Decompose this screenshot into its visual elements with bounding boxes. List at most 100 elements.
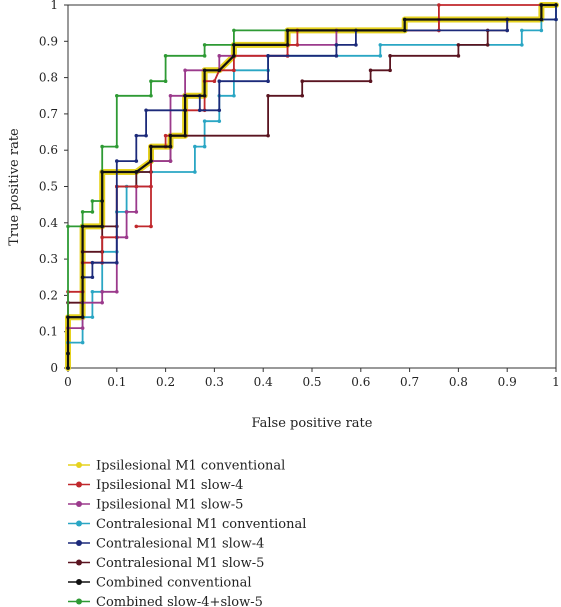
data-point xyxy=(134,184,139,189)
legend-item: Ipsilesional M1 slow-5 xyxy=(68,498,243,513)
legend-label: Contralesional M1 slow-5 xyxy=(96,556,264,571)
data-point xyxy=(100,224,104,229)
data-point xyxy=(149,159,153,163)
y-tick-label: 0.5 xyxy=(39,180,58,194)
data-point xyxy=(300,79,305,84)
x-tick-label: 0.3 xyxy=(205,375,224,389)
y-tick-label: 0.8 xyxy=(39,71,58,85)
data-point xyxy=(168,93,173,98)
data-point xyxy=(115,144,119,149)
legend-item: Ipsilesional M1 slow-4 xyxy=(68,478,243,493)
data-point xyxy=(539,3,544,7)
data-point xyxy=(115,93,119,98)
legend-label: Combined conventional xyxy=(96,576,251,591)
legend-item: Ipsilesional M1 conventional xyxy=(68,459,285,474)
data-point xyxy=(456,43,461,47)
data-point xyxy=(100,199,104,203)
data-point xyxy=(232,28,236,33)
data-point xyxy=(100,170,104,174)
x-tick-label: 0.5 xyxy=(302,375,321,389)
data-point xyxy=(168,159,173,163)
data-point xyxy=(100,235,104,240)
y-tick-label: 1 xyxy=(50,0,58,12)
data-point xyxy=(402,28,407,33)
data-point xyxy=(115,159,119,163)
data-point xyxy=(378,43,383,47)
data-point xyxy=(124,210,129,214)
data-point xyxy=(217,54,222,58)
data-point xyxy=(66,351,70,356)
data-point xyxy=(163,79,168,84)
data-point xyxy=(232,68,236,73)
data-point xyxy=(266,79,270,84)
x-tick-label: 0 xyxy=(64,375,72,389)
y-axis-title: True positive rate xyxy=(7,128,22,246)
data-point xyxy=(520,43,524,47)
x-axis-title: False positive rate xyxy=(252,416,373,431)
data-point xyxy=(183,133,187,138)
data-point xyxy=(554,17,558,22)
data-point xyxy=(163,133,168,138)
data-point xyxy=(100,289,104,294)
data-point xyxy=(217,68,222,73)
data-point xyxy=(197,108,202,113)
x-tick-label: 0.8 xyxy=(449,375,468,389)
legend-label: Contralesional M1 slow-4 xyxy=(96,537,264,552)
legend-swatch-marker xyxy=(76,598,82,605)
data-point xyxy=(212,79,217,84)
y-tick-label: 0.9 xyxy=(39,34,58,48)
data-point xyxy=(149,144,153,149)
data-point xyxy=(368,68,373,73)
data-point xyxy=(115,260,119,265)
x-tick-label: 0.9 xyxy=(498,375,517,389)
x-tick-label: 1 xyxy=(552,375,560,389)
data-point xyxy=(202,68,207,73)
data-point xyxy=(183,108,187,113)
data-point xyxy=(232,93,236,98)
data-point xyxy=(80,326,85,330)
data-point xyxy=(90,315,95,319)
data-point xyxy=(554,3,558,7)
data-point xyxy=(202,43,207,47)
data-point xyxy=(285,43,290,47)
data-point xyxy=(285,28,290,33)
x-tick-label: 0.2 xyxy=(156,375,175,389)
data-point xyxy=(266,133,270,138)
data-point xyxy=(388,54,392,58)
data-point xyxy=(149,79,153,84)
data-point xyxy=(124,235,129,240)
data-point xyxy=(266,93,270,98)
series-combined-conventional xyxy=(66,3,558,370)
data-point xyxy=(168,133,173,138)
series-ipsilesional-m1-slow-4 xyxy=(66,3,558,370)
data-point xyxy=(134,159,139,163)
x-tick-label: 0.7 xyxy=(400,375,419,389)
series-line xyxy=(67,4,557,369)
data-point xyxy=(168,144,173,149)
legend-item: Contralesional M1 conventional xyxy=(68,517,306,532)
data-point xyxy=(149,224,153,229)
data-point xyxy=(90,199,95,203)
legend-swatch-marker xyxy=(76,501,82,507)
legend-swatch-marker xyxy=(76,540,82,546)
data-point xyxy=(388,68,392,73)
data-point xyxy=(217,79,222,84)
data-point xyxy=(90,210,95,214)
data-point xyxy=(80,210,85,214)
data-point xyxy=(334,54,339,58)
data-point xyxy=(485,43,490,47)
legend-label: Ipsilesional M1 slow-5 xyxy=(96,498,243,513)
data-point xyxy=(354,43,358,47)
y-tick-label: 0.1 xyxy=(39,325,58,339)
x-tick-label: 0.4 xyxy=(254,375,273,389)
legend: Ipsilesional M1 conventional Ipsilesional… xyxy=(68,459,306,607)
legend-swatch-marker xyxy=(76,559,82,566)
data-point xyxy=(193,144,197,149)
data-point xyxy=(505,28,510,33)
legend-swatch-marker xyxy=(76,481,82,488)
data-point xyxy=(202,93,207,98)
data-point xyxy=(368,79,373,84)
data-point xyxy=(80,315,85,319)
data-point xyxy=(334,43,339,47)
